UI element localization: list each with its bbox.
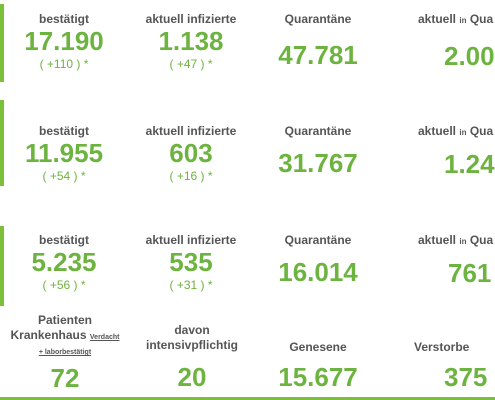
patienten-label-laborbestaetigt: + laborbestätigt [38,349,92,356]
row1-quarantaene-label: Quarantäne [284,12,352,26]
verstorbene-value: 375 [444,362,488,391]
row3-bestaetigt-label: bestätigt [38,233,89,247]
row2-infizierte-label: aktuell infizierte [145,124,237,138]
row1-bestaetigt-label: bestätigt [38,12,89,26]
row1-infizierte-change: ( +47 ) * [169,57,213,71]
row3-quarantaene: Quarantäne 16.014 [262,233,374,286]
row2-accent-bar [0,100,4,186]
row2-infizierte-value: 603 [169,138,213,168]
row3-accent-bar [0,226,4,306]
row2-quarantaene-value: 31.767 [278,148,358,178]
row1-infizierte-value: 1.138 [158,26,224,56]
row3-bestaetigt-change: ( +56 ) * [42,278,86,292]
genesene: Genesene 15.677 [262,340,374,391]
verstorbene-label: Verstorbe [414,340,470,354]
row1-bestaetigt: bestätigt 17.190 ( +110 ) * [8,12,120,72]
patienten-label-line1: Patienten [37,313,92,327]
row2-bestaetigt-change: ( +54 ) * [42,169,86,183]
row2-aktuell-infizierte: aktuell infizierte 603 ( +16 ) * [128,124,254,184]
bottom-accent-line [0,397,495,400]
row2-aq-label-small: in [459,128,467,137]
row1-aq-label-main: aktuell [418,12,457,26]
row2-bestaetigt-value: 11.955 [24,138,104,168]
row3-bestaetigt: bestätigt 5.235 ( +56 ) * [8,233,120,293]
row2-infizierte-change: ( +16 ) * [169,169,213,183]
row3-aq-label-rest: Qua [469,233,494,247]
row1-bestaetigt-change: ( +110 ) * [39,57,89,71]
row2-aq-value: 1.24 [444,149,495,178]
verstorbene: Verstorbe 375 [414,340,495,391]
row3-infizierte-value: 535 [169,247,213,277]
row2-quarantaene-label: Quarantäne [284,124,352,138]
row1-aq-label-rest: Qua [469,12,494,26]
row2-quarantaene: Quarantäne 31.767 [262,124,374,177]
patienten-value: 72 [50,363,80,393]
row1-aq-value: 2.00 [444,41,495,70]
row3-aq-value: 761 [448,258,492,287]
row1-infizierte-label: aktuell infizierte [145,12,237,26]
row3-aktuell-quarantaene: aktuell in Qua 761 [418,233,495,287]
row1-accent-bar [0,4,4,82]
intensiv-value: 20 [177,362,207,392]
row2-aktuell-quarantaene: aktuell in Qua 1.24 [418,124,495,178]
row1-bestaetigt-value: 17.190 [24,26,104,56]
patienten-krankenhaus: Patienten Krankenhaus Verdacht + laborbe… [0,313,130,392]
row1-aq-label-small: in [459,16,467,25]
row3-aq-label-main: aktuell [418,233,457,247]
row3-infizierte-change: ( +31 ) * [169,278,213,292]
row3-quarantaene-value: 16.014 [278,257,358,287]
row3-quarantaene-label: Quarantäne [284,233,352,247]
row2-aq-label-rest: Qua [469,124,494,138]
row2-bestaetigt-label: bestätigt [38,124,89,138]
intensiv-label-line1: davon [174,323,210,337]
row2-bestaetigt: bestätigt 11.955 ( +54 ) * [8,124,120,184]
row1-quarantaene-value: 47.781 [278,40,358,70]
row3-aq-label-small: in [459,237,467,246]
row1-quarantaene: Quarantäne 47.781 [262,12,374,69]
row3-bestaetigt-value: 5.235 [31,247,97,277]
row1-aktuell-infizierte: aktuell infizierte 1.138 ( +47 ) * [128,12,254,72]
genesene-value: 15.677 [278,362,358,392]
row1-aktuell-quarantaene: aktuell in Qua 2.00 [418,12,495,70]
genesene-label: Genesene [289,340,347,354]
row2-aq-label-main: aktuell [418,124,457,138]
row3-aktuell-infizierte: aktuell infizierte 535 ( +31 ) * [128,233,254,293]
intensivpflichtig: davon intensivpflichtig 20 [130,323,254,391]
patienten-label-verdacht: Verdacht [89,334,120,341]
intensiv-label-line2: intensivpflichtig [145,338,238,352]
patienten-label-line2: Krankenhaus [10,328,87,342]
row3-infizierte-label: aktuell infizierte [145,233,237,247]
